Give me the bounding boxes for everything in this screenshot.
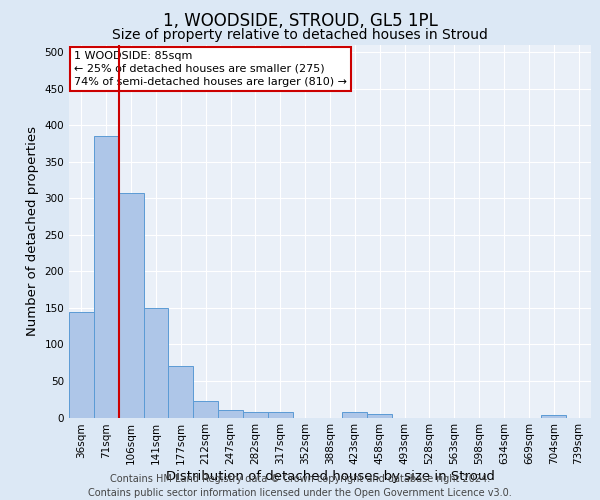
Text: Contains HM Land Registry data © Crown copyright and database right 2024.
Contai: Contains HM Land Registry data © Crown c… xyxy=(88,474,512,498)
Bar xyxy=(367,414,392,418)
Y-axis label: Number of detached properties: Number of detached properties xyxy=(26,126,39,336)
Bar xyxy=(193,400,218,417)
Bar xyxy=(541,414,566,418)
Text: Size of property relative to detached houses in Stroud: Size of property relative to detached ho… xyxy=(112,28,488,42)
Bar xyxy=(143,308,169,418)
X-axis label: Distribution of detached houses by size in Stroud: Distribution of detached houses by size … xyxy=(166,470,494,483)
Bar xyxy=(169,366,193,418)
Text: 1 WOODSIDE: 85sqm
← 25% of detached houses are smaller (275)
74% of semi-detache: 1 WOODSIDE: 85sqm ← 25% of detached hous… xyxy=(74,50,347,87)
Bar xyxy=(94,136,119,418)
Bar xyxy=(243,412,268,418)
Bar xyxy=(218,410,243,418)
Bar xyxy=(69,312,94,418)
Bar xyxy=(343,412,367,418)
Bar xyxy=(268,412,293,418)
Bar xyxy=(119,194,143,418)
Text: 1, WOODSIDE, STROUD, GL5 1PL: 1, WOODSIDE, STROUD, GL5 1PL xyxy=(163,12,437,30)
